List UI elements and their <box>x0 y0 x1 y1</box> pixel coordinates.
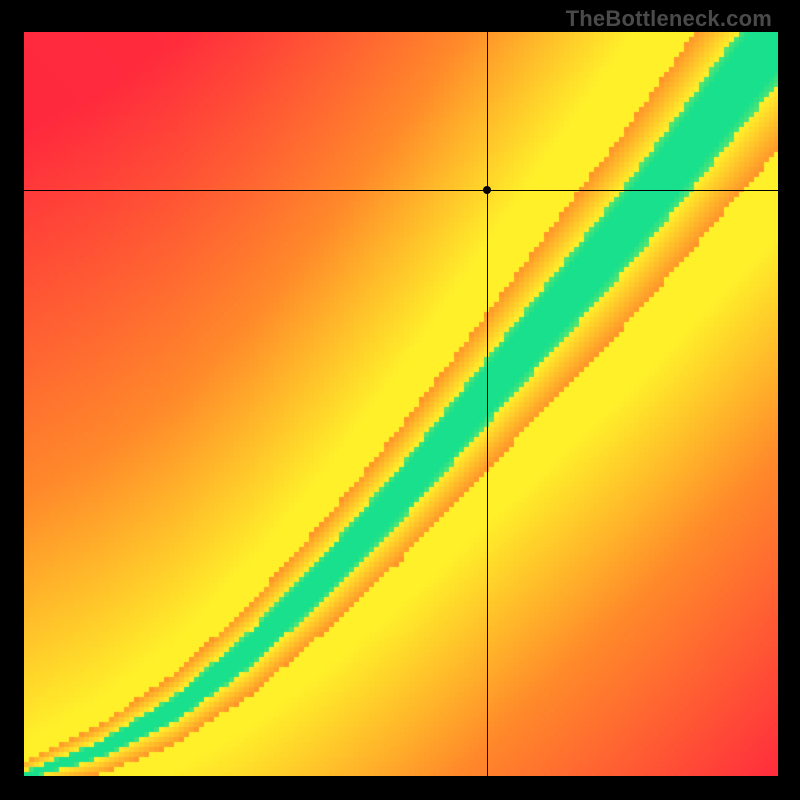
chart-container: TheBottleneck.com <box>0 0 800 800</box>
crosshair-horizontal <box>24 190 778 191</box>
crosshair-marker[interactable] <box>483 186 491 194</box>
watermark-text: TheBottleneck.com <box>566 6 772 32</box>
heatmap-canvas <box>24 32 778 776</box>
crosshair-vertical <box>487 32 488 776</box>
heatmap-plot <box>24 32 778 776</box>
